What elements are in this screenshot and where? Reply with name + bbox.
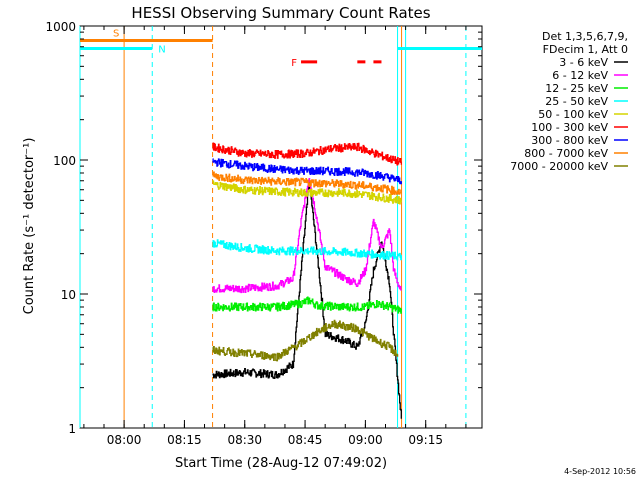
- y-tick-label: 10: [61, 288, 76, 302]
- legend-entry-label: 800 - 7000 keV: [524, 147, 608, 160]
- legend-entry-label: 300 - 800 keV: [531, 134, 608, 147]
- series-line: [212, 296, 402, 314]
- legend: Det 1,3,5,6,7,9,FDecim 1, Att 03 - 6 keV…: [510, 30, 628, 173]
- series-line: [212, 158, 402, 185]
- legend-header: FDecim 1, Att 0: [543, 43, 628, 56]
- y-tick-label: 100: [53, 154, 76, 168]
- legend-entry-label: 3 - 6 keV: [559, 56, 608, 69]
- y-tick-label: 1: [68, 422, 76, 436]
- x-tick-label: 08:30: [227, 433, 262, 447]
- flag-label: F: [291, 58, 297, 69]
- series-line: [212, 180, 402, 205]
- flag-label: S: [113, 28, 119, 39]
- series-group: [212, 142, 402, 419]
- series-line: [212, 142, 402, 166]
- legend-entry-label: 50 - 100 keV: [538, 108, 608, 121]
- legend-header: Det 1,3,5,6,7,9,: [542, 30, 628, 43]
- chart-title: HESSI Observing Summary Count Rates: [131, 4, 430, 22]
- x-tick-label: 08:15: [167, 433, 202, 447]
- plot-frame: [79, 25, 483, 429]
- x-tick-label: 08:45: [288, 433, 323, 447]
- series-line: [212, 178, 402, 294]
- legend-entry-label: 6 - 12 keV: [552, 69, 608, 82]
- legend-entry-label: 7000 - 20000 keV: [510, 160, 608, 173]
- flag-label: N: [158, 44, 165, 55]
- x-tick-label: 08:00: [107, 433, 142, 447]
- axes-group: 08:00 08:15 08:30 08:45 09:00 09:15 1 10 100 1000: [45, 20, 482, 447]
- series-line: [212, 180, 402, 419]
- x-tick-label: 09:00: [348, 433, 383, 447]
- observing-flag-bars: F S N: [80, 28, 482, 69]
- legend-entry-label: 100 - 300 keV: [531, 121, 608, 134]
- series-line: [212, 319, 399, 362]
- series-line: [212, 239, 402, 261]
- x-tick-label: 09:15: [408, 433, 443, 447]
- series-line: [212, 171, 402, 195]
- date-stamp: 4-Sep-2012 10:56: [564, 467, 636, 476]
- x-axis-label: Start Time (28-Aug-12 07:49:02): [175, 456, 387, 471]
- legend-entry-label: 25 - 50 keV: [545, 95, 608, 108]
- legend-entry-label: 12 - 25 keV: [545, 82, 608, 95]
- y-tick-label: 1000: [45, 20, 76, 34]
- y-axis-label: Count Rate (s⁻¹ detector⁻¹): [22, 138, 37, 315]
- vertical-markers: [79, 26, 467, 428]
